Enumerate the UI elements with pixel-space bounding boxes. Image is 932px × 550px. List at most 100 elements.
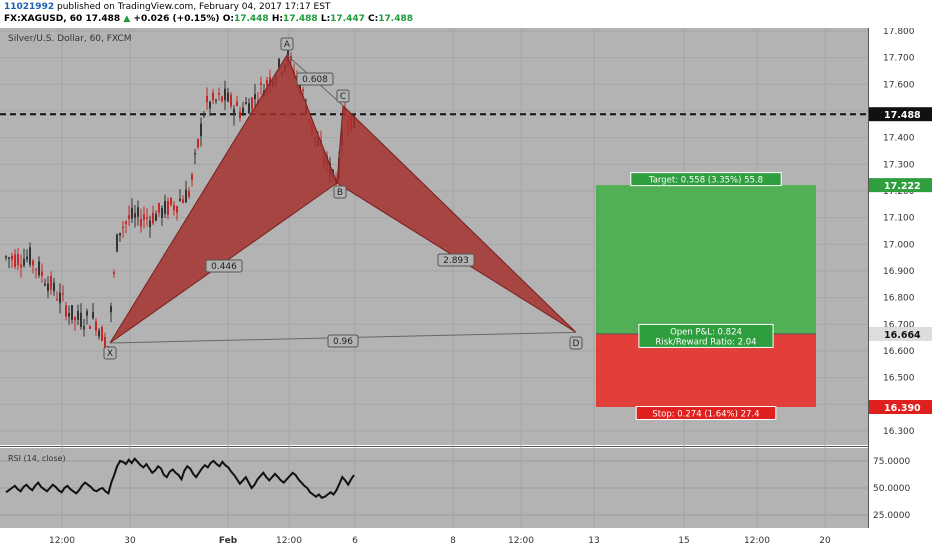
candle-body [239, 111, 241, 119]
candle-body [191, 174, 193, 180]
candle-body [200, 123, 202, 137]
time-tick-label: 6 [352, 536, 358, 546]
price-tick-label: 16.600 [883, 347, 915, 357]
point-c-label-box [336, 89, 350, 103]
candle-body [137, 207, 139, 217]
candle-body [5, 256, 7, 258]
candle-body [53, 282, 55, 292]
candle-body [248, 103, 250, 114]
long-position-tool[interactable]: Target: 0.558 (3.35%) 55.8 Open P&L: 0.82… [596, 172, 816, 420]
candle-body [233, 108, 235, 116]
candle-body [158, 203, 160, 213]
position-info-label: Risk/Reward Ratio: 2.04 [655, 337, 756, 347]
ratio-xd-label-box [327, 334, 359, 348]
price-tick-label: 16.900 [883, 267, 915, 277]
candle-body [50, 276, 52, 290]
candle-body [206, 95, 208, 103]
open-label: O: [222, 14, 234, 24]
time-axis [0, 528, 868, 550]
candle-body [47, 283, 49, 292]
harmonic-pattern: 0.446 0.608 2.893 0.96 A B C X D [103, 37, 583, 360]
stop-label: Stop: 0.274 (1.64%) 27.4 [652, 410, 759, 420]
candle-body [212, 92, 214, 101]
candle-body [236, 101, 238, 106]
close-value: 17.488 [378, 14, 413, 24]
chart-header: 11021992 published on TradingView.com, F… [0, 0, 932, 28]
open-value: 17.448 [233, 14, 269, 24]
close-label: C: [368, 14, 379, 24]
candle-body [227, 92, 229, 102]
candle-body [98, 330, 100, 337]
low-label: L: [320, 14, 331, 24]
candle-body [29, 247, 31, 265]
candle-body [179, 198, 181, 201]
price-tick-label: 16.500 [883, 374, 915, 384]
candle-body [20, 264, 22, 268]
candle-body [146, 217, 148, 219]
ratio-bd-label: 2.893 [443, 256, 469, 266]
candle-body [182, 199, 184, 204]
candle-body [170, 198, 172, 206]
candle-body [161, 207, 163, 219]
target-price-badge: 17.222 [884, 181, 921, 192]
rsi-indicator [0, 457, 868, 516]
low-value: 17.447 [330, 14, 365, 24]
candle-body [14, 254, 16, 267]
chart-canvas[interactable]: 0.446 0.608 2.893 0.96 A B C X D Target: 0.558 (… [0, 28, 932, 550]
candle-body [173, 205, 175, 211]
price-tick-label: 17.100 [883, 214, 915, 224]
up-arrow-icon: ▲ [123, 14, 131, 24]
price-tick-label: 16.300 [883, 427, 915, 437]
candle-body [224, 88, 226, 101]
time-tick-label: 13 [588, 536, 599, 546]
published-text: published on TradingView.com, February 0… [56, 2, 331, 12]
candle-body [32, 260, 34, 266]
candle-body [245, 102, 247, 104]
ratio-ac-label-box [296, 72, 334, 86]
price-tick-label: 16.800 [883, 294, 915, 304]
candle-body [44, 283, 46, 286]
price-change: +0.026 (+0.15%) [133, 14, 220, 24]
price-tick-label: 17.000 [883, 240, 915, 250]
candle-body [104, 336, 106, 349]
candle-body [278, 58, 280, 68]
candle-body [155, 213, 157, 221]
ratio-bd-label-box [437, 253, 475, 267]
idea-id-link[interactable]: 11021992 [4, 2, 55, 12]
candle-body [59, 292, 61, 304]
candle-body [56, 299, 58, 301]
candle-body [194, 152, 196, 155]
rsi-tick-label: 75.0000 [873, 457, 910, 467]
candle-body [149, 220, 151, 228]
candle-body [95, 321, 97, 331]
target-price-badge-bg [869, 178, 932, 193]
point-d-label-box [569, 336, 583, 350]
ratio-xb-label-box [205, 259, 243, 273]
last-price: 17.488 [85, 14, 121, 24]
point-b-label-box [333, 185, 347, 199]
candle-body [197, 139, 199, 148]
candle-body [221, 96, 223, 102]
candle-body [134, 213, 136, 218]
candle-body [152, 212, 154, 224]
candle-body [86, 311, 88, 316]
price-axis-labels: 17.80017.70017.60017.50017.40017.30017.2… [869, 28, 932, 521]
chart-title: Silver/U.S. Dollar, 60, FXCM [8, 34, 131, 44]
symbol-label: FX:XAGUSD, 60 [4, 14, 83, 24]
time-tick-label: Feb [219, 536, 238, 546]
candle-body [41, 271, 43, 276]
candle-body [215, 99, 217, 101]
candle-body [74, 317, 76, 321]
candle-body [266, 79, 268, 86]
candle-body [83, 326, 85, 330]
candle-body [110, 306, 112, 313]
time-tick-label: 8 [450, 536, 456, 546]
price-tick-label: 17.800 [883, 28, 915, 37]
ratio-xb-label: 0.446 [211, 262, 237, 272]
candle-body [251, 97, 253, 109]
candle-body [35, 268, 37, 270]
rsi-title: RSI (14, close) [8, 454, 66, 463]
time-tick-label: 12:00 [276, 536, 302, 546]
time-axis-labels: 12:00 30 Feb 12:00 6 8 12:00 13 15 12:00 20 [49, 536, 831, 546]
candle-body [242, 107, 244, 114]
